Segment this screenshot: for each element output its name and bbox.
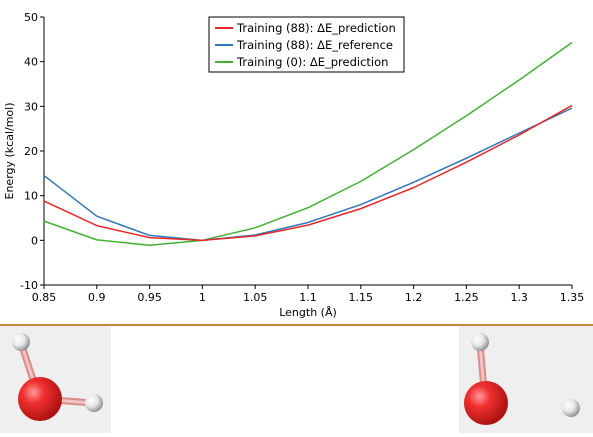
- legend-label: Training (0): ΔE_prediction: [236, 55, 388, 69]
- water-molecule-left: [12, 333, 103, 421]
- series-line-1: [43, 104, 573, 242]
- y-tick-label: 10: [24, 190, 38, 203]
- x-tick-label: 0.9: [88, 291, 106, 304]
- panel-divider[interactable]: [0, 324, 593, 326]
- x-axis-title: Length (Å): [279, 306, 337, 319]
- x-tick-label: 1: [199, 291, 206, 304]
- series-line-3: [43, 41, 573, 246]
- x-tick-label: 0.85: [32, 291, 57, 304]
- x-tick-label: 1.1: [299, 291, 317, 304]
- x-tick-label: 1.2: [405, 291, 423, 304]
- legend-label: Training (88): ΔE_prediction: [236, 21, 396, 35]
- x-tick-label: 1.3: [510, 291, 528, 304]
- x-tick-label: 1.05: [243, 291, 268, 304]
- y-tick-label: 20: [24, 145, 38, 158]
- molecule-viewer-left[interactable]: [0, 326, 111, 433]
- legend-box: [208, 16, 405, 73]
- y-tick-label: 30: [24, 100, 38, 113]
- water-molecule-right: [464, 333, 580, 425]
- y-tick-label: -10: [20, 279, 38, 292]
- energy-chart-panel: 0.85 0.9 0.95 1 1.05 1.1 1.15 1.2 1.25 1.3 1.35 -10…: [3, 11, 585, 319]
- x-tick-label: 0.95: [137, 291, 162, 304]
- molecule-viewer-right[interactable]: [459, 326, 593, 433]
- legend-label: Training (88): ΔE_reference: [236, 38, 393, 52]
- energy-chart: 0.85 0.9 0.95 1 1.05 1.1 1.15 1.2 1.25 1.3 1.35 -10…: [3, 11, 585, 319]
- x-tick-label: 1.25: [454, 291, 479, 304]
- y-tick-label: 0: [31, 234, 38, 247]
- x-tick-label: 1.15: [349, 291, 374, 304]
- oxygen-atom: [464, 381, 508, 425]
- hydrogen-atom-upper: [12, 333, 30, 351]
- molecule-viewer-area: [0, 326, 593, 433]
- y-tick-label: 40: [24, 56, 38, 69]
- y-axis-title: Energy (kcal/mol): [3, 102, 16, 199]
- hydrogen-atom-detached: [562, 399, 580, 417]
- hydrogen-atom-right: [85, 394, 103, 412]
- x-tick-label: 1.35: [560, 291, 585, 304]
- oxygen-atom: [18, 377, 62, 421]
- series-line-2: [43, 107, 573, 242]
- hydrogen-atom-upper: [471, 333, 489, 351]
- y-tick-label: 50: [24, 11, 38, 24]
